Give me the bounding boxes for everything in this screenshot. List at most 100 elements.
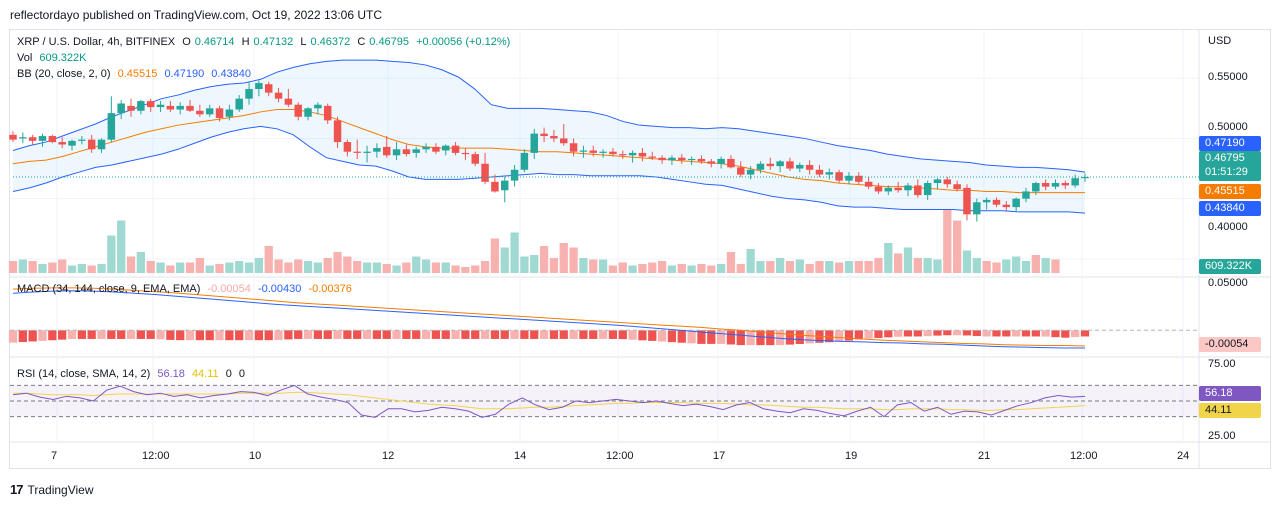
rsi-label[interactable]: RSI (14, close, SMA, 14, 2) [17,368,151,380]
macd-histogram-bar [825,330,834,343]
volume-bar [785,261,795,273]
volume-bar [166,265,175,273]
price-tick-1: 0.55000 [1208,71,1248,83]
price-tick-2: 0.50000 [1208,121,1248,133]
macd-histogram-bar [117,330,126,339]
volume-bars [8,210,1060,273]
currency-label[interactable]: USD [1208,35,1232,47]
candle-body [1022,191,1030,199]
candle-body [1081,176,1089,179]
candle-body [884,187,893,192]
macd-histogram-bar [736,330,745,346]
macd-histogram-bar [805,330,814,344]
candle [9,131,17,143]
macd-histogram-bar [431,330,441,339]
volume-bar [185,262,195,273]
volume-bar [392,265,401,273]
candle [392,142,401,161]
volume-bar [766,261,775,273]
volume-bar [136,252,145,273]
candle [904,183,912,197]
candle [1002,201,1011,211]
candle-body [402,149,411,155]
macd-histogram-bar [775,330,785,346]
volume-bar [412,256,421,273]
candle [619,150,627,159]
macd-histogram-bar [244,330,254,341]
macd-label[interactable]: MACD (34, 144, close, 9, EMA, EMA) [17,283,201,295]
macd-histogram-bar [77,330,86,339]
candle-body [304,108,312,117]
candle-body [953,184,961,190]
candle-body [323,105,332,121]
macd-pane[interactable] [8,287,1199,349]
macd-histogram-bar [608,330,618,339]
volume-bar [894,253,903,273]
chart-frame[interactable] [9,29,1271,469]
macd-legend[interactable]: MACD (34, 144, close, 9, EMA, EMA) -0.00… [17,283,356,295]
candle [923,180,932,200]
last-price-axis-label: 0.46795 01:51:29 [1199,151,1261,181]
rsi-legend[interactable]: RSI (14, close, SMA, 14, 2) 56.18 44.11 … [17,368,249,380]
candle [628,150,637,163]
candle-body [205,108,214,115]
candle [19,132,27,144]
candle-body [766,163,775,167]
rsi-extra-1: 0 [225,368,232,380]
candle [530,128,538,159]
time-label-3: 10 [249,450,262,462]
candle [943,176,952,188]
main-legend[interactable]: XRP / U.S. Dollar, 4h, BITFINEX O 0.46714… [17,34,514,82]
candle [215,105,224,122]
macd-histogram-bar [943,330,952,336]
bb-basis-axis-label: 0.45515 [1199,184,1261,199]
candle-body [461,152,470,155]
candle [68,139,76,151]
candle [933,178,942,190]
candle [294,102,302,121]
footer-brand[interactable]: 17 TradingView [10,482,94,497]
macd-histogram-bar [589,330,598,339]
candle-body [78,139,86,141]
candle-body [186,105,194,111]
candle [1051,179,1060,190]
symbol-title[interactable]: XRP / U.S. Dollar, 4h, BITFINEX [17,36,176,48]
candle [796,162,804,173]
time-label-1: 7 [51,450,58,462]
candle [284,89,293,108]
candle-body [215,108,224,118]
macd-histogram-bar [490,330,500,339]
candle [835,169,843,184]
open-value: 0.46714 [194,36,235,48]
volume-bar [1012,256,1021,273]
candle [137,99,145,115]
volume-axis-label: 609.322K [1199,259,1261,274]
macd-histogram-bar [1080,330,1090,337]
candle [38,133,47,147]
candle-body [943,179,952,185]
candle [451,142,460,156]
bb-label[interactable]: BB (20, close, 2, 0) [17,68,111,80]
candle-body [156,104,165,108]
macd-histogram-bar [225,330,234,341]
volume-bar [677,264,686,273]
rsi-pane[interactable] [10,384,1199,418]
macd-histogram-bar [353,330,362,339]
volume-bar [77,264,86,273]
candle [737,161,745,177]
candle-body [117,103,125,114]
volume-bar [992,262,1001,273]
rsi-extra-2: 0 [238,368,246,380]
macd-histogram-bar [864,330,873,339]
volume-label[interactable]: Vol [17,52,33,64]
candle [205,104,214,117]
candle [186,99,194,112]
macd-histogram-bar [903,330,913,337]
rsi-ma-value: 44.11 [191,368,219,380]
bb-basis-value: 0.45515 [117,68,158,80]
candles[interactable] [9,80,1199,222]
candle-body [678,157,686,161]
candle [520,149,529,173]
candle-body [560,138,568,144]
